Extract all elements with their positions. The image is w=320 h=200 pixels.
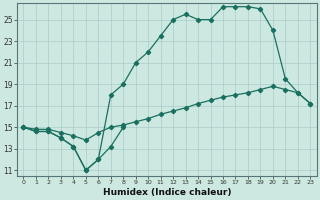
- X-axis label: Humidex (Indice chaleur): Humidex (Indice chaleur): [103, 188, 231, 197]
